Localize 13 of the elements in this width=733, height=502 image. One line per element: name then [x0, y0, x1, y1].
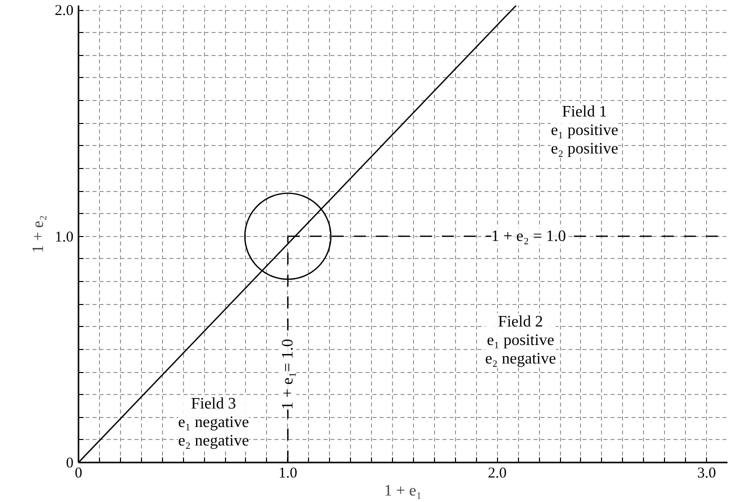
annotation: Field 2 e₁ positive e₂ negative: [485, 313, 556, 368]
y-tick-label: 0: [66, 456, 74, 472]
x-tick-label: 2.0: [488, 466, 507, 482]
annotation: 1 + e₂ = 1.0: [491, 228, 566, 245]
x-axis-title: 1 + e₁: [384, 482, 422, 500]
x-tick-label: 3.0: [697, 466, 716, 482]
y-axis-title: 1 + e₂: [30, 215, 47, 253]
x-tick-label: 1.0: [278, 466, 298, 482]
annotation: Field 1 e₁ positive e₂ positive: [550, 103, 618, 158]
annotation: 1 + e₁= 1.0: [279, 338, 296, 410]
annotation: Field 3 e₁ negative e₂ negative: [178, 395, 249, 450]
y-tick-label: 2.0: [54, 3, 74, 20]
y-tick-label: 1.0: [54, 229, 74, 246]
